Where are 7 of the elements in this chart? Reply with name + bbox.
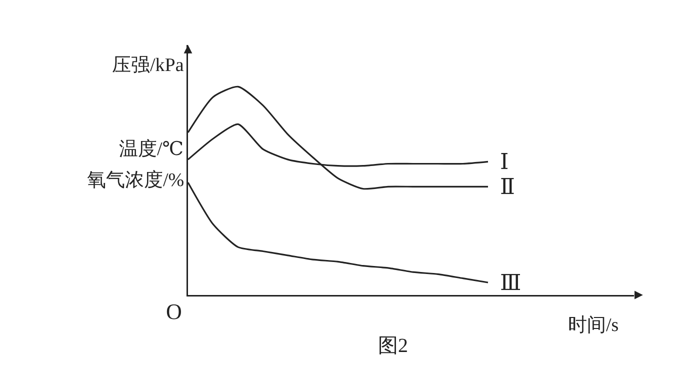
series-label: Ⅰ bbox=[500, 149, 509, 174]
text: 压强/kPa 温度/℃ 氧气浓度/% bbox=[87, 55, 184, 191]
text: O bbox=[166, 299, 182, 324]
x-axis-title: 时间/s bbox=[568, 315, 619, 336]
caption: 图2 bbox=[378, 335, 408, 357]
series-label: Ⅲ bbox=[500, 270, 522, 295]
series-label: Ⅱ bbox=[500, 174, 515, 199]
